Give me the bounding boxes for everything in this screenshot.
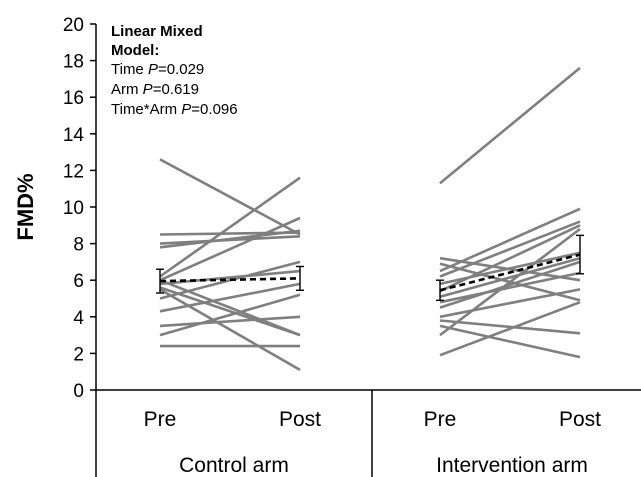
individual-line bbox=[159, 288, 301, 372]
mean-line bbox=[439, 253, 581, 292]
category-label: Post bbox=[559, 408, 601, 431]
individual-line bbox=[159, 282, 301, 313]
y-tick-label: 18 bbox=[63, 52, 84, 73]
y-tick-label: 2 bbox=[73, 344, 84, 365]
model-annotation: Linear Mixed Model: Time P=0.029 Arm P=0.61… bbox=[111, 23, 238, 118]
category-label: Pre bbox=[144, 408, 177, 431]
individual-line bbox=[439, 288, 581, 319]
annotation-heading: Model: bbox=[111, 42, 159, 59]
y-tick-label: 4 bbox=[73, 308, 84, 329]
individual-line bbox=[439, 319, 581, 335]
individual-line bbox=[439, 300, 581, 357]
individual-line bbox=[159, 176, 301, 278]
group-label: Control arm bbox=[179, 454, 289, 477]
mean-lines-layer bbox=[156, 234, 584, 302]
annotation-stat: Arm P=0.619 bbox=[111, 81, 199, 98]
annotation-stat: Time P=0.029 bbox=[111, 61, 204, 78]
individual-line bbox=[159, 158, 301, 236]
y-tick-label: 10 bbox=[63, 198, 84, 219]
individual-line bbox=[159, 286, 301, 337]
individual-line bbox=[159, 315, 301, 328]
individual-line bbox=[439, 324, 581, 359]
annotation-stat: Time*Arm P=0.096 bbox=[111, 101, 238, 118]
y-tick-label: 12 bbox=[63, 161, 84, 182]
individual-line bbox=[439, 251, 581, 286]
y-tick-label: 8 bbox=[73, 235, 84, 256]
y-tick-label: 0 bbox=[73, 381, 84, 402]
individual-line bbox=[439, 207, 581, 273]
individual-line bbox=[159, 216, 301, 282]
y-tick-label: 6 bbox=[73, 271, 84, 292]
individual-line bbox=[439, 224, 581, 293]
individual-lines-layer bbox=[159, 66, 581, 372]
individual-line bbox=[439, 220, 581, 278]
individual-line bbox=[439, 66, 581, 185]
category-label: Pre bbox=[424, 408, 457, 431]
annotation-heading: Linear Mixed bbox=[111, 23, 203, 40]
y-tick-label: 16 bbox=[63, 88, 84, 109]
individual-line bbox=[159, 293, 301, 337]
mean-line bbox=[159, 277, 301, 283]
y-axis-label: FMD% bbox=[13, 173, 38, 240]
axes-layer bbox=[90, 23, 641, 477]
individual-line bbox=[439, 271, 581, 304]
individual-line bbox=[439, 227, 581, 337]
individual-line bbox=[159, 229, 301, 249]
category-label: Post bbox=[279, 408, 321, 431]
y-tick-label: 20 bbox=[63, 15, 84, 36]
y-tick-label: 14 bbox=[63, 125, 85, 146]
group-label: Intervention arm bbox=[436, 454, 588, 477]
individual-line bbox=[439, 256, 581, 298]
individual-line bbox=[439, 260, 581, 309]
